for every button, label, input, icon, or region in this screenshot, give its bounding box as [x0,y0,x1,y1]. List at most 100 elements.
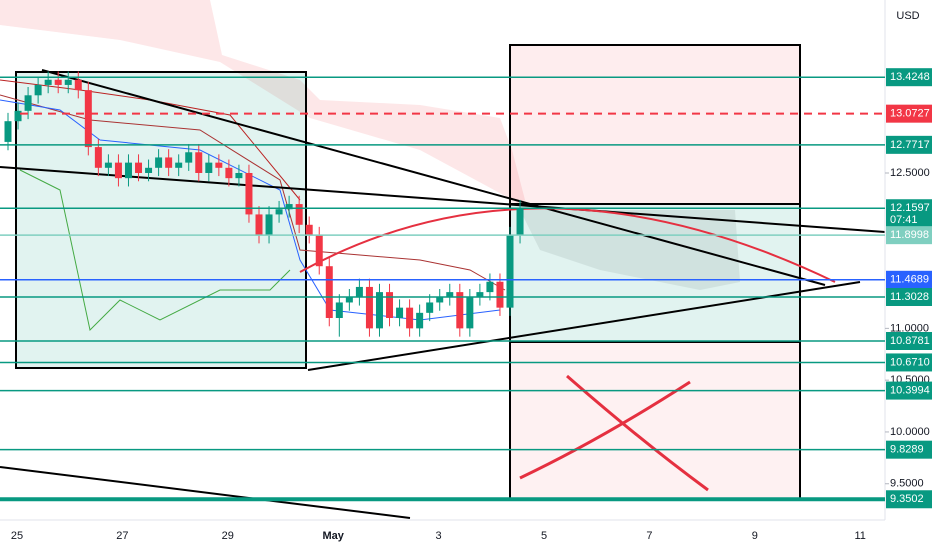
level-tag-bg [886,199,932,230]
candle-body [24,95,32,111]
candle-body [14,110,22,122]
x-tick-label: 9 [752,530,758,542]
candle-body [416,312,424,329]
level-label: 11.8998 [890,229,929,241]
candle-body [64,79,72,85]
candle-body [396,307,404,319]
level-tag: 10.6710 [886,353,932,372]
candle-body [375,292,383,329]
level-tag-bg [886,226,932,245]
candle-body [205,162,213,173]
candle-body [104,162,112,168]
currency[interactable]: USD [896,10,919,22]
countdown: 07:41 [890,214,918,226]
level-tag-bg [886,440,932,459]
candle-body [325,266,333,319]
candle-body [185,152,193,163]
candle-body [446,292,454,298]
box-low [509,341,801,501]
level-tag: 11.4689 [886,270,932,289]
level-tag-bg [886,135,932,154]
candle-body [365,286,373,329]
level-tag-bg [886,270,932,289]
level-tag: 9.8289 [886,440,932,459]
candle-body [145,167,153,173]
level-tag: 13.0727 [886,104,932,123]
level-label: 10.3994 [890,384,930,396]
level-label: 12.7717 [890,139,930,151]
candle-body [436,297,444,303]
trendline [0,466,411,519]
level-label: 10.6710 [890,356,930,368]
candle-body [84,90,92,148]
candle-body [245,172,253,215]
y-tick-label: 12.5000 [890,167,930,179]
candle-body [225,167,233,179]
trendline [0,166,886,233]
candle-body [496,281,504,308]
candle-body [315,235,323,267]
level-tag: 9.3502 [886,490,932,509]
y-tick-label: 9.5000 [890,478,924,490]
level-tag: 10.3994 [886,381,932,400]
ichimoku-base [0,94,506,291]
x-tick-label: 27 [116,530,128,542]
level-tag-bg [886,288,932,307]
level-tag: 11.3028 [886,288,932,307]
candle-body [34,84,42,96]
level-tag-bg [886,490,932,509]
x-tick-label: 5 [541,530,547,542]
cloud-future [520,210,740,290]
candle-body [355,286,363,298]
candle-body [4,121,12,142]
level-label: 12.1597 [890,202,930,214]
candle-body [345,297,353,303]
candle-body [295,204,303,225]
x-tick-label: 25 [11,530,23,542]
candle-body [506,235,514,308]
y-tick-label: 10.0000 [890,426,930,438]
candle-body [305,224,313,236]
candle-body [386,292,394,319]
x-tick-label: May [322,530,344,542]
level-tag-bg [886,104,932,123]
box-stop [509,44,801,205]
candle-body [114,162,122,179]
level-label: 11.3028 [890,291,929,303]
x-tick-label: 3 [436,530,442,542]
level-tag: 11.8998 [886,226,932,245]
candle-body [275,209,283,215]
candle-body [44,79,52,85]
trendline [41,69,826,286]
level-label: 10.8781 [890,335,930,347]
candle-body [335,302,343,319]
candle-body [94,147,102,168]
candle-body [54,79,62,85]
level-tag-bg [886,331,932,350]
box-range [509,203,801,343]
candle-body [516,208,524,236]
candle-body [426,302,434,313]
level-tag-bg [886,68,932,87]
x-tick-label: 29 [222,530,234,542]
candle-body [235,172,243,179]
x-tick-label: 7 [646,530,652,542]
level-tag: 12.7717 [886,135,932,154]
level-tag: 10.8781 [886,331,932,350]
y-tick-label: 11.0000 [890,322,929,334]
level-label: 9.8289 [890,444,924,456]
candle-body [135,162,143,173]
candle-body [285,204,293,210]
candle-body [175,162,183,168]
level-tag-bg [886,381,932,400]
candle-body [456,292,464,329]
candle-body [476,292,484,298]
level-tag-bg [886,353,932,372]
x-tick-label: 11 [854,530,865,542]
candle-body [466,297,474,329]
candle-body [215,162,223,168]
candle-body [74,79,82,91]
candle-body [406,307,414,329]
candle-body [486,281,494,293]
